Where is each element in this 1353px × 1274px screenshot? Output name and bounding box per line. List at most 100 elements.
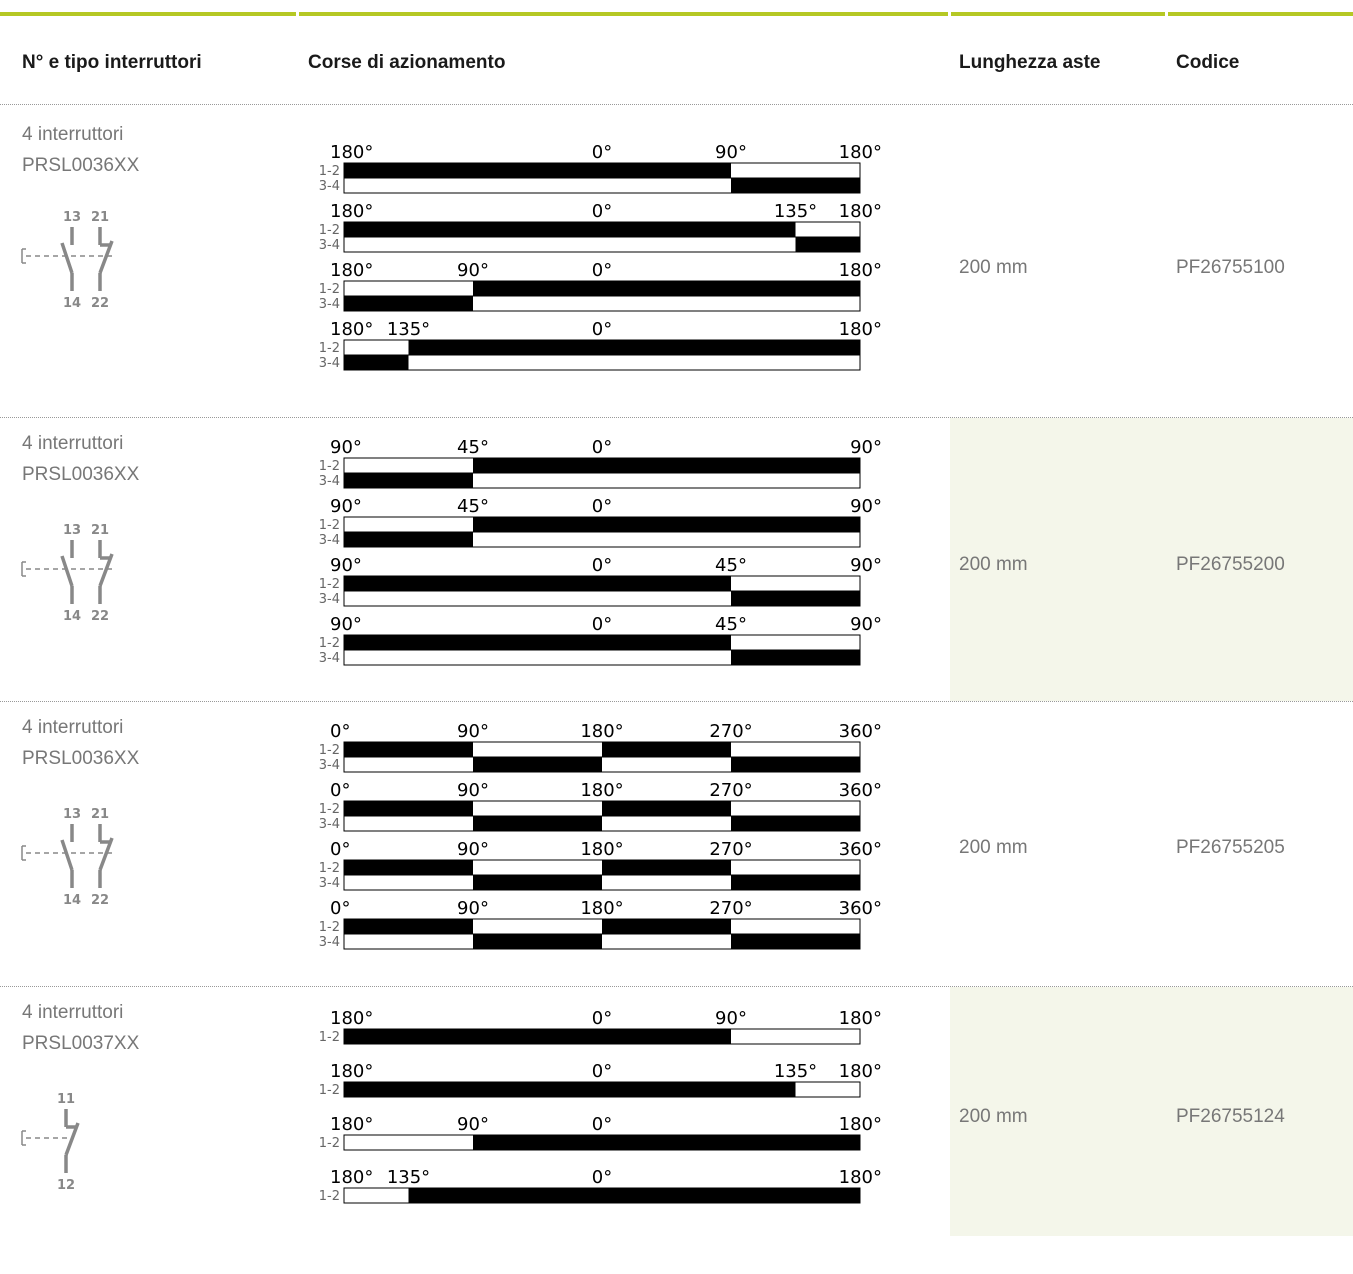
row-separator bbox=[0, 701, 1353, 702]
track-label: 3-4 bbox=[319, 876, 340, 891]
header-rod-length: Lunghezza aste bbox=[959, 52, 1101, 73]
closed-contact-segment bbox=[602, 742, 731, 757]
track-label: 3-4 bbox=[319, 179, 340, 194]
angle-label: 180° bbox=[839, 1114, 882, 1135]
table-row: 4 interruttori PRSL0036XX 13 21 14 22 90° 45… bbox=[0, 418, 1353, 701]
closed-contact-segment bbox=[795, 237, 860, 252]
angle-label: 90° bbox=[850, 438, 882, 458]
closed-contact-segment bbox=[731, 650, 860, 665]
track-label: 3-4 bbox=[319, 758, 340, 773]
angle-label: 0° bbox=[592, 1061, 612, 1082]
row-highlight bbox=[950, 418, 1353, 701]
switch-count: 4 interruttori bbox=[22, 717, 124, 738]
track-label: 1-2 bbox=[319, 459, 340, 474]
terminal-number: 22 bbox=[91, 893, 109, 908]
terminal-number: 14 bbox=[63, 296, 81, 311]
double-contact-switch-icon: 13 21 14 22 bbox=[16, 798, 126, 923]
angle-label: 180° bbox=[839, 201, 882, 222]
actuation-diagram: 0° 90° 180° 270° 360° 1-23-4 bbox=[319, 721, 882, 773]
actuation-diagram: 90° 0° 45° 90°1-23-4 bbox=[319, 555, 882, 607]
track-label: 3-4 bbox=[319, 238, 340, 253]
track-label: 1-2 bbox=[319, 861, 340, 876]
track-label: 3-4 bbox=[319, 297, 340, 312]
track-label: 1-2 bbox=[319, 223, 340, 238]
single-contact-switch-icon: 11 12 bbox=[16, 1083, 126, 1208]
rod-length: 200 mm bbox=[959, 837, 1028, 858]
accent-bar bbox=[299, 12, 948, 16]
angle-label: 45° bbox=[457, 496, 489, 517]
angle-label: 180° bbox=[580, 839, 623, 860]
angle-label: 90° bbox=[715, 1009, 747, 1029]
angle-label: 90° bbox=[457, 898, 489, 919]
angle-label: 90° bbox=[330, 614, 362, 635]
angle-label: 180° bbox=[580, 898, 623, 919]
table-row: 4 interruttori PRSL0036XX 13 21 14 22 0° 90°… bbox=[0, 702, 1353, 986]
terminal-number: 21 bbox=[91, 210, 109, 225]
angle-label: 360° bbox=[839, 898, 882, 919]
angle-label: 270° bbox=[709, 839, 752, 860]
closed-contact-segment bbox=[473, 458, 860, 473]
product-code: PF26755200 bbox=[1176, 554, 1285, 575]
double-contact-switch-icon: 13 21 14 22 bbox=[16, 201, 126, 326]
angle-label: 45° bbox=[457, 438, 489, 458]
actuation-diagram: 180° 90° 0° 180°1-23-4 bbox=[319, 260, 882, 312]
angle-label: 0° bbox=[592, 438, 612, 458]
angle-label: 0° bbox=[330, 722, 350, 742]
accent-bar bbox=[951, 12, 1165, 16]
terminal-number: 13 bbox=[63, 210, 81, 225]
track-bar bbox=[343, 236, 861, 253]
angle-label: 180° bbox=[580, 780, 623, 801]
angle-label: 135° bbox=[387, 319, 430, 340]
angle-label: 180° bbox=[330, 1009, 373, 1029]
angle-label: 90° bbox=[715, 143, 747, 163]
angle-label: 0° bbox=[592, 201, 612, 222]
track-label: 3-4 bbox=[319, 474, 340, 489]
switch-title: 4 interruttori PRSL0036XX bbox=[22, 119, 139, 181]
track-label: 3-4 bbox=[319, 817, 340, 832]
closed-contact-segment bbox=[344, 801, 473, 816]
terminal-number: 13 bbox=[63, 807, 81, 822]
track-label: 1-2 bbox=[319, 518, 340, 533]
angle-label: 90° bbox=[457, 260, 489, 281]
closed-contact-segment bbox=[344, 163, 731, 178]
angle-label: 360° bbox=[839, 839, 882, 860]
angle-label: 0° bbox=[592, 143, 612, 163]
angle-label: 180° bbox=[330, 260, 373, 281]
actuation-diagram-group: 90° 45° 0° 90° 1-2 3-4 90° 45° 0° 90° 1-2 3-4 90° 0° 4… bbox=[298, 437, 898, 703]
actuation-diagram: 180° 135° 0° 180°1-23-4 bbox=[319, 319, 882, 371]
track-label: 1-2 bbox=[319, 636, 340, 651]
closed-contact-segment bbox=[731, 816, 860, 831]
switch-model: PRSL0036XX bbox=[22, 155, 140, 176]
angle-label: 360° bbox=[839, 780, 882, 801]
actuation-diagram-group: 180° 0° 90° 180° 1-2 3-4 180° 0° 135° 180° 1-2 3-4 1… bbox=[298, 142, 898, 408]
closed-contact-segment bbox=[344, 576, 731, 591]
track-label: 1-2 bbox=[319, 743, 340, 758]
actuation-diagram: 180° 90° 0° 180°1-2 bbox=[319, 1114, 882, 1151]
closed-contact-segment bbox=[473, 757, 602, 772]
actuation-diagram-group: 180° 0° 90° 180° 1-2 180° 0° 135° 180° 1-2 180° 90°… bbox=[298, 1008, 898, 1274]
closed-contact-segment bbox=[344, 1082, 796, 1097]
angle-label: 0° bbox=[592, 260, 612, 281]
angle-label: 90° bbox=[330, 496, 362, 517]
track-label: 1-2 bbox=[319, 802, 340, 817]
track-label: 3-4 bbox=[319, 651, 340, 666]
angle-label: 180° bbox=[330, 1061, 373, 1082]
angle-label: 90° bbox=[850, 555, 882, 576]
closed-contact-segment bbox=[731, 591, 860, 606]
closed-contact-segment bbox=[344, 222, 796, 237]
closed-contact-segment bbox=[473, 517, 860, 532]
switch-title: 4 interruttori PRSL0036XX bbox=[22, 428, 139, 490]
closed-contact-segment bbox=[602, 860, 731, 875]
actuation-diagram-group: 0° 90° 180° 270° 360° 1-2 3-4 0° 90° 180° 270° 360°… bbox=[298, 721, 898, 987]
double-contact-switch-icon: 13 21 14 22 bbox=[16, 514, 126, 639]
rod-length: 200 mm bbox=[959, 554, 1028, 575]
terminal-number: 12 bbox=[57, 1178, 75, 1193]
closed-contact-segment bbox=[602, 919, 731, 934]
switch-model: PRSL0037XX bbox=[22, 1033, 140, 1054]
angle-label: 180° bbox=[330, 1114, 373, 1135]
product-code: PF26755124 bbox=[1176, 1106, 1285, 1127]
track-label: 1-2 bbox=[319, 341, 340, 356]
angle-label: 90° bbox=[330, 438, 362, 458]
closed-contact-segment bbox=[344, 355, 409, 370]
angle-label: 90° bbox=[850, 496, 882, 517]
